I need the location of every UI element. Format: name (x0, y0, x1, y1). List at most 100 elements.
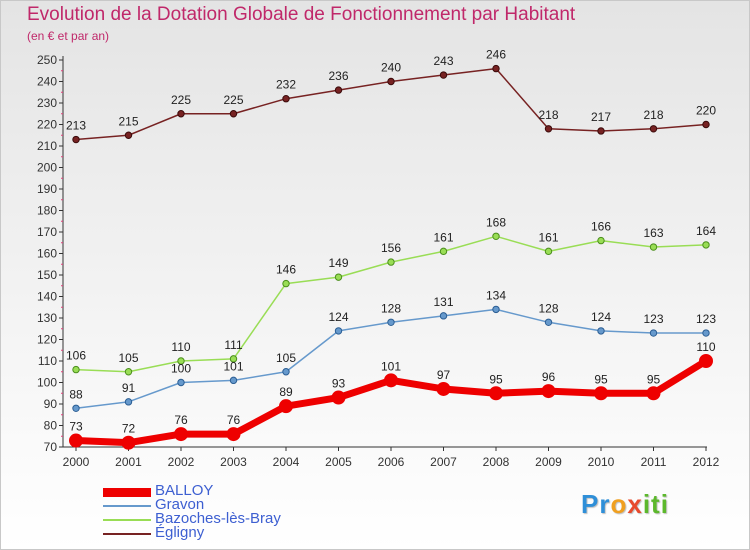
y-tick-label: 230 (37, 96, 57, 110)
y-tick-label: 90 (44, 397, 58, 411)
x-tick-label: 2009 (535, 455, 562, 469)
data-label--gligny: 225 (223, 93, 243, 107)
data-label-gravon: 105 (276, 351, 296, 365)
data-point-balloy (646, 386, 661, 401)
y-tick-label: 220 (37, 118, 57, 132)
data-label--gligny: 218 (538, 108, 558, 122)
data-point-bazoches-l-s-bray (387, 258, 395, 266)
data-point-gravon (597, 327, 605, 335)
data-point--gligny (229, 110, 238, 118)
data-label-gravon: 134 (486, 288, 506, 302)
data-label--gligny: 246 (486, 48, 506, 62)
x-tick-label: 2012 (693, 455, 720, 469)
data-label-bazoches-l-s-bray: 166 (591, 220, 611, 234)
data-label-balloy: 95 (489, 372, 503, 386)
data-label-bazoches-l-s-bray: 149 (328, 256, 348, 270)
data-point--gligny (439, 71, 448, 79)
data-point--gligny (597, 127, 605, 135)
legend-label: BALLOY (155, 482, 214, 499)
data-point-gravon (702, 329, 710, 337)
x-tick-label: 2005 (325, 455, 352, 469)
y-tick-label: 190 (37, 182, 57, 196)
data-point-balloy (594, 386, 608, 401)
data-label-gravon: 91 (122, 381, 136, 395)
data-point-gravon (72, 404, 80, 412)
y-tick-label: 240 (37, 75, 57, 89)
y-tick-label: 250 (37, 53, 57, 67)
y-tick-label: 160 (37, 247, 57, 261)
data-label--gligny: 217 (591, 110, 611, 124)
x-tick-label: 2000 (63, 455, 90, 469)
data-point-balloy (279, 399, 293, 414)
data-point--gligny (702, 120, 710, 129)
data-label-bazoches-l-s-bray: 156 (381, 241, 401, 255)
data-label--gligny: 236 (328, 69, 348, 83)
data-point-balloy (174, 427, 188, 442)
data-label--gligny: 218 (643, 108, 663, 122)
data-point-gravon (387, 318, 395, 326)
data-point-balloy (436, 381, 451, 396)
data-label-bazoches-l-s-bray: 146 (276, 263, 296, 277)
y-tick-label: 150 (37, 268, 57, 282)
data-label-gravon: 100 (171, 362, 191, 376)
data-label--gligny: 240 (381, 61, 401, 75)
data-label-balloy: 76 (227, 413, 241, 427)
data-label-gravon: 123 (696, 312, 716, 326)
data-label-balloy: 95 (594, 372, 608, 386)
data-point-balloy (541, 384, 556, 399)
data-label-gravon: 128 (538, 301, 558, 315)
data-point-bazoches-l-s-bray (177, 357, 185, 365)
data-label--gligny: 215 (118, 114, 138, 128)
data-point-balloy (489, 386, 503, 401)
data-label-bazoches-l-s-bray: 110 (171, 340, 190, 354)
data-point-bazoches-l-s-bray (702, 241, 710, 249)
data-point-gravon (229, 376, 238, 385)
data-point--gligny (492, 64, 500, 73)
data-point-bazoches-l-s-bray (282, 279, 290, 288)
x-tick-label: 2003 (220, 455, 247, 469)
data-point-bazoches-l-s-bray (72, 365, 80, 374)
proxiti-logo: Proxiti (581, 489, 669, 519)
legend-swatch (103, 533, 151, 535)
legend-label: Bazoches-lès-Bray (155, 510, 281, 527)
data-label-balloy: 93 (332, 377, 346, 391)
data-point-balloy (384, 373, 398, 388)
data-point--gligny (282, 95, 290, 103)
x-tick-label: 2011 (641, 455, 667, 469)
data-point--gligny (544, 125, 553, 133)
legend-label: Égligny (155, 524, 205, 541)
data-label-bazoches-l-s-bray: 168 (486, 215, 506, 229)
y-tick-label: 180 (37, 204, 57, 218)
legend-swatch (103, 505, 151, 507)
data-point-gravon (649, 329, 658, 337)
data-point-gravon (282, 368, 290, 376)
data-point-bazoches-l-s-bray (334, 273, 343, 281)
data-point--gligny (387, 77, 395, 86)
data-label-gravon: 131 (433, 295, 453, 309)
data-point-gravon (492, 305, 500, 314)
data-label-balloy: 110 (696, 340, 715, 354)
data-point-bazoches-l-s-bray (597, 236, 605, 245)
data-label-balloy: 72 (122, 422, 136, 436)
data-point-balloy (699, 354, 713, 368)
x-tick-label: 2010 (588, 455, 615, 469)
y-tick-label: 120 (37, 333, 57, 347)
y-tick-label: 170 (37, 225, 57, 239)
data-point-gravon (544, 318, 553, 326)
data-point-balloy (331, 390, 346, 405)
x-tick-label: 2006 (378, 455, 405, 469)
y-tick-label: 70 (44, 440, 58, 454)
data-point-gravon (334, 327, 343, 335)
legend-swatch (103, 487, 151, 497)
data-point-gravon (124, 398, 133, 406)
chart-subtitle: (en € et par an) (27, 29, 110, 43)
data-point-bazoches-l-s-bray (649, 243, 658, 251)
data-point-bazoches-l-s-bray (439, 247, 448, 256)
data-label--gligny: 225 (171, 93, 191, 107)
data-label-bazoches-l-s-bray: 164 (696, 224, 716, 238)
y-tick-label: 130 (37, 311, 57, 325)
data-point-balloy (121, 435, 136, 450)
data-label--gligny: 213 (66, 119, 86, 133)
data-label--gligny: 232 (276, 78, 296, 92)
data-point--gligny (649, 125, 658, 133)
